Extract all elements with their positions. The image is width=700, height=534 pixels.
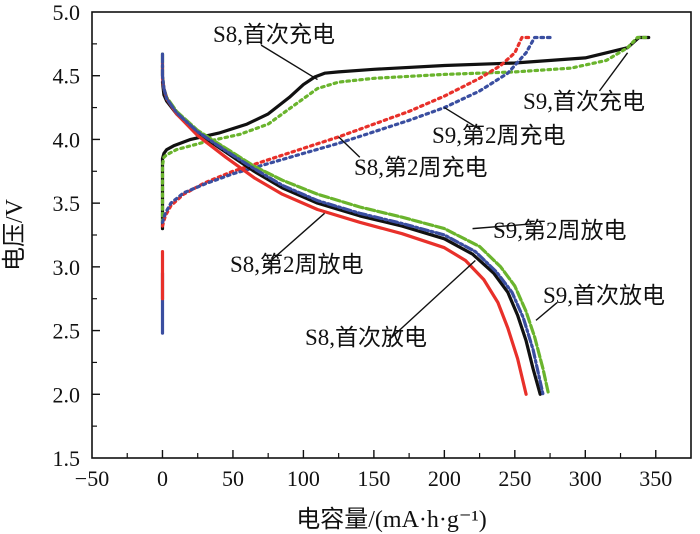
y-tick-label: 3.0: [53, 255, 81, 280]
annotation-leader: [598, 52, 629, 92]
annotation-label: S9,首次放电: [543, 283, 665, 308]
y-tick-label: 5.0: [53, 0, 81, 25]
series-line-3: [160, 35, 552, 224]
annotation-label: S8,首次充电: [213, 22, 335, 47]
annotation-leader: [443, 106, 480, 130]
annotation-label: S8,第2周充电: [354, 155, 488, 180]
series-layer: [160, 35, 651, 396]
annotation-leader: [387, 259, 476, 342]
x-tick-label: 250: [498, 466, 531, 491]
y-tick-label: 2.0: [53, 382, 81, 407]
annotation-leader: [260, 44, 318, 81]
series-line-0: [160, 35, 651, 231]
annotation-label: S8,首次放电: [305, 325, 427, 350]
x-tick-label: 300: [569, 466, 602, 491]
annotation-leader: [267, 212, 326, 264]
annotation-leader: [472, 222, 537, 230]
annotation-label: S9,第2周放电: [493, 218, 627, 243]
y-axis-ticks: 1.5 2.0 2.5 3.0 3.5 4.0 4.5 5.0: [53, 0, 100, 471]
x-tick-label: 100: [287, 466, 320, 491]
x-tick-label: −50: [75, 466, 109, 491]
y-axis-title: 电压/V: [1, 198, 28, 271]
series-line-7: [160, 52, 545, 396]
annotation-leader-lines: [260, 44, 629, 342]
x-tick-label: 200: [428, 466, 461, 491]
x-tick-label: 0: [157, 466, 168, 491]
y-tick-label: 3.5: [53, 191, 81, 216]
x-tick-label: 350: [639, 466, 672, 491]
x-tick-label: 150: [357, 466, 390, 491]
annotation-labels: S8,首次充电 S9,首次充电 S9,第2周充电 S8,第2周充电 S8,第2周放电 S9…: [213, 22, 665, 350]
x-axis-ticks: −50 0 50 100 150 200 250 300 350: [75, 450, 672, 491]
annotation-leader: [338, 136, 361, 158]
series-line-1: [160, 35, 651, 224]
annotation-label: S8,第2周放电: [230, 252, 364, 277]
y-tick-label: 1.5: [53, 446, 81, 471]
annotation-label: S9,第2周充电: [432, 123, 566, 148]
y-tick-label: 4.0: [53, 127, 81, 152]
x-axis-title: 电容量/(mA·h·g⁻¹): [296, 506, 487, 533]
y-tick-label: 4.5: [53, 64, 81, 89]
y-tick-label: 2.5: [53, 319, 81, 344]
annotation-leader: [535, 302, 558, 321]
annotation-label: S9,首次充电: [523, 89, 645, 114]
x-tick-label: 50: [222, 466, 244, 491]
series-line-2: [160, 35, 534, 228]
